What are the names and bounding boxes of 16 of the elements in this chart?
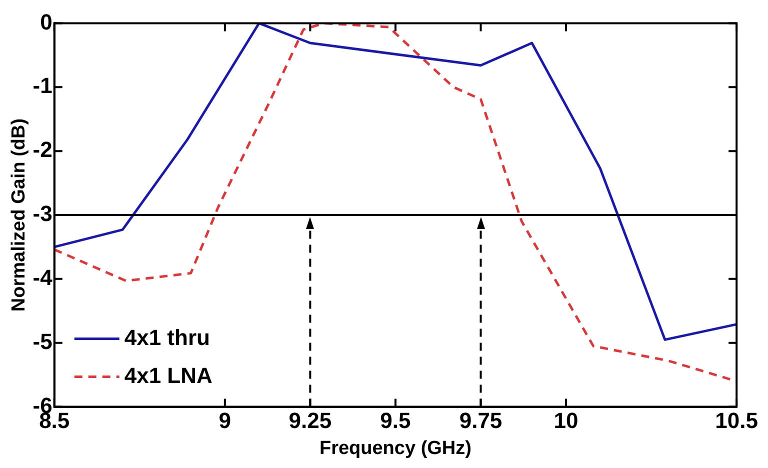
legend-label: 4x1 LNA xyxy=(124,362,213,388)
x-tick-label: 9.75 xyxy=(459,408,502,434)
y-tick-label: -2 xyxy=(32,137,52,162)
x-tick-label: 10.5 xyxy=(715,408,758,434)
x-tick-label: 9.5 xyxy=(380,408,411,434)
y-tick-label: -1 xyxy=(32,73,52,98)
x-tick-label: 10 xyxy=(554,408,578,434)
y-tick-label: 0 xyxy=(40,9,52,34)
legend-label: 4x1 thru xyxy=(124,324,210,350)
y-tick-label: -5 xyxy=(32,328,52,354)
y-tick-label: -4 xyxy=(32,264,54,290)
y-axis-title: Normalized Gain (dB) xyxy=(8,118,30,312)
x-tick-label: 9 xyxy=(218,408,232,434)
y-tick-label: -3 xyxy=(32,201,52,226)
x-axis-title: Frequency (GHz) xyxy=(319,438,472,459)
x-tick-label: 9.25 xyxy=(288,408,332,434)
